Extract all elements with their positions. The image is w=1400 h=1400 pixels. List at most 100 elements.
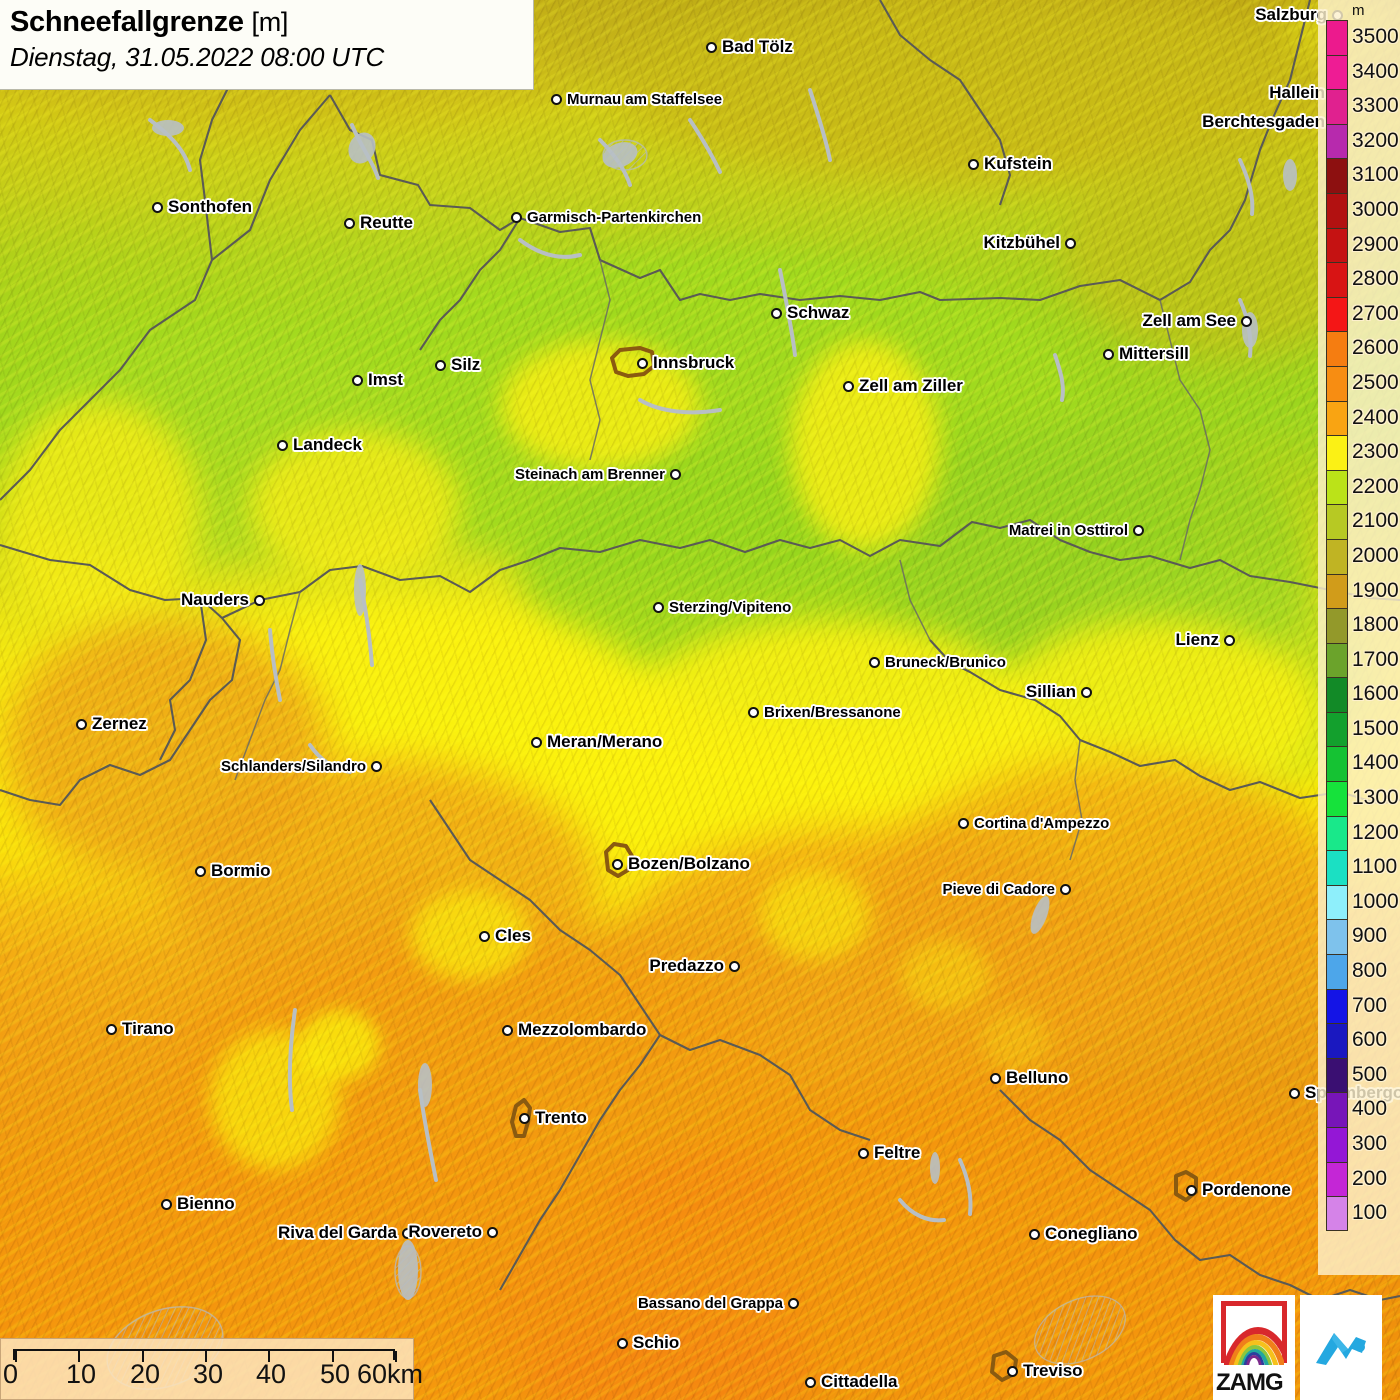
city-label[interactable]: Bozen/Bolzano <box>612 854 750 874</box>
city-name: Bienno <box>177 1194 235 1213</box>
city-marker-icon <box>1289 1087 1300 1099</box>
legend-swatch[interactable] <box>1326 20 1348 55</box>
legend-swatch[interactable] <box>1326 1161 1348 1197</box>
geosphere-logo[interactable] <box>1300 1295 1382 1400</box>
legend-swatch[interactable] <box>1326 365 1348 401</box>
city-label[interactable]: Bienno <box>161 1194 235 1214</box>
city-name: Predazzo <box>649 956 724 975</box>
legend-tick: 300 <box>1352 1132 1388 1155</box>
legend-swatch[interactable] <box>1326 815 1348 851</box>
city-label[interactable]: Sterzing/Vipiteno <box>653 599 791 616</box>
city-label[interactable]: Bruneck/Brunico <box>869 654 1006 671</box>
city-label[interactable]: Mittersill <box>1103 344 1189 364</box>
legend-swatch[interactable] <box>1326 884 1348 920</box>
city-label[interactable]: Murnau am Staffelsee <box>551 91 722 108</box>
city-label[interactable]: Rovereto <box>408 1222 498 1242</box>
city-label[interactable]: Meran/Merano <box>531 732 662 752</box>
legend-swatch[interactable] <box>1326 781 1348 816</box>
city-label[interactable]: Steinach am Brenner <box>515 466 681 483</box>
city-label[interactable]: Lienz <box>1176 630 1235 650</box>
city-label[interactable]: Schwaz <box>771 303 849 323</box>
legend-swatch[interactable] <box>1326 435 1348 470</box>
city-label[interactable]: Predazzo <box>649 956 740 976</box>
city-label[interactable]: Sonthofen <box>152 197 252 217</box>
legend-swatch[interactable] <box>1326 642 1348 678</box>
legend-swatch[interactable] <box>1326 89 1348 124</box>
city-label[interactable]: Landeck <box>277 435 362 455</box>
city-label[interactable]: Schlanders/Silandro <box>221 758 382 775</box>
legend-swatch[interactable] <box>1326 158 1348 193</box>
city-label[interactable]: Pordenone <box>1186 1180 1291 1200</box>
city-label[interactable]: Garmisch-Partenkirchen <box>511 209 701 226</box>
city-label[interactable]: Reutte <box>344 213 413 233</box>
legend-swatch[interactable] <box>1326 54 1348 90</box>
legend-color-bar[interactable] <box>1326 20 1348 1231</box>
city-label[interactable]: Bormio <box>195 861 271 881</box>
city-marker-icon <box>968 158 979 170</box>
legend-swatch[interactable] <box>1326 608 1348 643</box>
city-label[interactable]: Brixen/Bressanone <box>748 704 901 721</box>
city-label[interactable]: Matrei in Osttirol <box>1009 522 1144 539</box>
legend-swatch[interactable] <box>1326 919 1348 955</box>
legend-swatch[interactable] <box>1326 469 1348 505</box>
legend-tick: 2200 <box>1352 474 1399 498</box>
city-label[interactable]: Cittadella <box>805 1372 898 1392</box>
legend-swatch[interactable] <box>1326 192 1348 228</box>
legend-swatch[interactable] <box>1326 400 1348 436</box>
legend-swatch[interactable] <box>1326 504 1348 539</box>
city-marker-icon <box>76 718 87 730</box>
zamg-logo[interactable]: ZAMG <box>1213 1295 1295 1400</box>
city-label[interactable]: Cles <box>479 926 531 946</box>
scale-label: 20 <box>130 1359 161 1389</box>
legend-swatch[interactable] <box>1326 331 1348 366</box>
city-label[interactable]: Sillian <box>1026 682 1092 702</box>
legend-swatch[interactable] <box>1326 262 1348 297</box>
city-label[interactable]: Kufstein <box>968 154 1052 174</box>
city-label[interactable]: Kitzbühel <box>984 233 1076 253</box>
city-name: Hallein <box>1269 83 1325 102</box>
legend-swatch[interactable] <box>1326 677 1348 712</box>
city-label[interactable]: Bassano del Grappa <box>638 1295 799 1312</box>
city-label[interactable]: Bad Tölz <box>706 37 793 57</box>
legend-swatch[interactable] <box>1326 538 1348 574</box>
color-legend[interactable]: m 3500 3400 3300 3200 3100 3000 2900 2800 2700 26… <box>1318 0 1400 1275</box>
legend-swatch[interactable] <box>1326 1196 1348 1231</box>
city-label[interactable]: Tirano <box>106 1019 174 1039</box>
legend-swatch[interactable] <box>1326 1127 1348 1162</box>
city-label[interactable]: Zell am Ziller <box>843 376 963 396</box>
city-label[interactable]: Zell am See <box>1142 311 1252 331</box>
city-label[interactable]: Nauders <box>181 590 265 610</box>
legend-swatch[interactable] <box>1326 1023 1348 1058</box>
city-label[interactable]: Coneglianо <box>1029 1224 1138 1244</box>
legend-swatch[interactable] <box>1326 123 1348 159</box>
city-label[interactable]: Silz <box>435 355 480 375</box>
city-label[interactable]: Zernez <box>76 714 147 734</box>
city-label[interactable]: Riva del Garda <box>278 1223 413 1243</box>
city-label[interactable]: Trento <box>519 1108 587 1128</box>
legend-swatch[interactable] <box>1326 746 1348 782</box>
legend-swatch[interactable] <box>1326 1057 1348 1093</box>
legend-swatch[interactable] <box>1326 227 1348 263</box>
city-marker-icon <box>617 1337 628 1349</box>
legend-swatch[interactable] <box>1326 954 1348 989</box>
city-label[interactable]: Feltre <box>858 1143 920 1163</box>
city-label[interactable]: Treviso <box>1007 1361 1083 1381</box>
city-name: Treviso <box>1023 1361 1083 1380</box>
city-label[interactable]: Pieve di Cadore <box>942 881 1071 898</box>
legend-swatch[interactable] <box>1326 573 1348 609</box>
city-label[interactable]: Schio <box>617 1333 679 1353</box>
legend-swatch[interactable] <box>1326 850 1348 885</box>
legend-swatch[interactable] <box>1326 988 1348 1024</box>
legend-tick: 2000 <box>1352 543 1399 567</box>
legend-swatch[interactable] <box>1326 296 1348 332</box>
legend-swatch[interactable] <box>1326 1092 1348 1127</box>
city-label[interactable]: Imst <box>352 370 403 390</box>
city-name: Bozen/Bolzano <box>628 854 750 873</box>
city-label[interactable]: Innsbruck <box>637 353 734 373</box>
city-label[interactable]: Cortina d'Ampezzo <box>958 815 1109 832</box>
legend-swatch[interactable] <box>1326 711 1348 747</box>
city-label[interactable]: Mezzolombardo <box>502 1020 646 1040</box>
city-label[interactable]: Belluno <box>990 1068 1068 1088</box>
